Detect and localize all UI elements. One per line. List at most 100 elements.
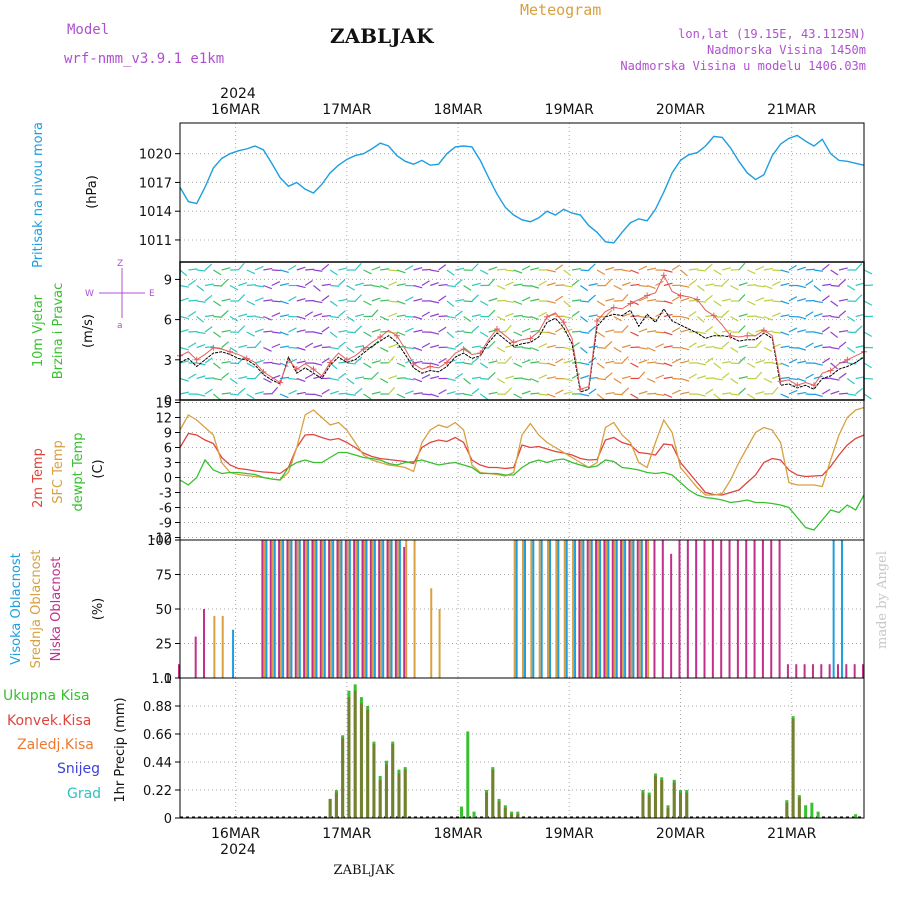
cloud-low-bar [611, 540, 614, 678]
wind-barb [246, 362, 255, 369]
y-tick-label: 0 [164, 394, 172, 409]
wind-barb [721, 310, 730, 317]
wind-barb [838, 279, 847, 286]
wind-barb [821, 388, 831, 395]
wind-barb [221, 298, 231, 302]
wind-barb [204, 283, 214, 287]
wind-barb [821, 357, 831, 364]
wind-barb [705, 283, 715, 287]
legend-conv-rain: Konvek.Kisa [7, 713, 91, 729]
wind-barb [363, 269, 372, 275]
cloud-low-bar [336, 540, 339, 678]
wind-barb [454, 341, 463, 348]
wind-barb [388, 269, 398, 272]
wind-barb [413, 377, 423, 383]
cloud-low-bar [328, 540, 331, 678]
gust-marker [710, 312, 717, 319]
cloud-low-bar [678, 540, 681, 678]
wind-barb [238, 376, 248, 380]
wind-barb [738, 262, 746, 271]
wind-barb [763, 284, 773, 290]
cloud-low-bar [261, 540, 264, 678]
wind-barb [822, 346, 832, 349]
cloud-mid-bar [396, 540, 399, 678]
wind-barb [446, 269, 455, 276]
wind-barb [605, 329, 615, 333]
wind-barb [388, 300, 398, 303]
cloud-high-bar [340, 540, 343, 678]
wind-barb [221, 310, 229, 317]
wind-barb [188, 342, 197, 349]
wind-barb [388, 375, 398, 380]
y-tick-label: -3 [159, 487, 172, 502]
wind-barb [430, 313, 440, 318]
cloud-mid-bar [622, 540, 625, 678]
cloud-low-bar [736, 540, 739, 678]
wind-barb [604, 278, 613, 286]
wind-barb [671, 327, 681, 333]
cloud-low-bar [811, 664, 814, 678]
wind-barb [655, 312, 664, 318]
wind-barb [755, 391, 765, 395]
wind-barb [821, 263, 830, 271]
wind-barb [313, 269, 323, 272]
precip-conv-bar [403, 769, 407, 818]
wind-barb [630, 315, 640, 318]
cloud-low-bar [369, 540, 372, 678]
precip-ylabel: 1hr Precip (mm) [113, 697, 128, 802]
wind-barb [430, 362, 440, 367]
gust-marker [760, 327, 767, 334]
y-tick-label: 9 [164, 427, 172, 442]
temp-sfc-line [179, 406, 865, 496]
gust-marker [443, 359, 450, 366]
wind-barb [438, 264, 447, 271]
wind-barb [521, 377, 531, 381]
wind-barb [655, 362, 665, 365]
wind-barb [388, 343, 398, 349]
wind-barb [496, 299, 506, 302]
y-tick-label: 50 [155, 603, 172, 618]
wind-barb [688, 268, 698, 271]
wind-barb [596, 362, 605, 369]
gust-marker [677, 292, 684, 299]
wind-barb [697, 269, 707, 272]
cloud-low-bar [761, 540, 764, 678]
wind-barb [413, 284, 423, 289]
y-tick-label: 1.1 [151, 672, 172, 687]
wind-barb [513, 362, 523, 368]
wind-barb [229, 315, 239, 322]
cloud-mid-bar [605, 540, 608, 678]
wind-barb [296, 266, 306, 271]
wind-barb [821, 295, 830, 302]
wind-barb [613, 284, 623, 291]
wind-barb [430, 393, 439, 398]
wind-barb [246, 300, 256, 306]
wind-barb [680, 284, 690, 288]
cloud-high-bar [540, 540, 543, 678]
gust-marker [360, 346, 367, 353]
wind-barb [313, 375, 323, 380]
wind-barb [546, 376, 556, 380]
wind-barb [196, 393, 206, 397]
wind-barb [513, 300, 523, 305]
wind-barb [413, 329, 423, 333]
gust-marker [577, 386, 584, 393]
cloud-high-bar [624, 540, 627, 678]
cloud-high-bar [840, 540, 843, 678]
wind-barb [588, 325, 597, 333]
wind-barb [838, 392, 848, 395]
precip-conv-bar [347, 697, 351, 818]
temp-unit: (C) [91, 459, 106, 478]
wind-barb [647, 361, 657, 364]
wind-barb [555, 295, 564, 302]
wind-barb [755, 371, 763, 379]
cloud-high-bar [549, 540, 552, 678]
cloud-mid-bar [522, 540, 524, 678]
cloud-low-bar [586, 540, 589, 678]
wind-barb [296, 377, 306, 382]
wind-barb [396, 331, 406, 336]
wind-barb [738, 376, 748, 380]
y-tick-label: -6 [159, 502, 172, 517]
cloud-unit: (%) [91, 598, 106, 621]
wind-barb [479, 300, 489, 307]
